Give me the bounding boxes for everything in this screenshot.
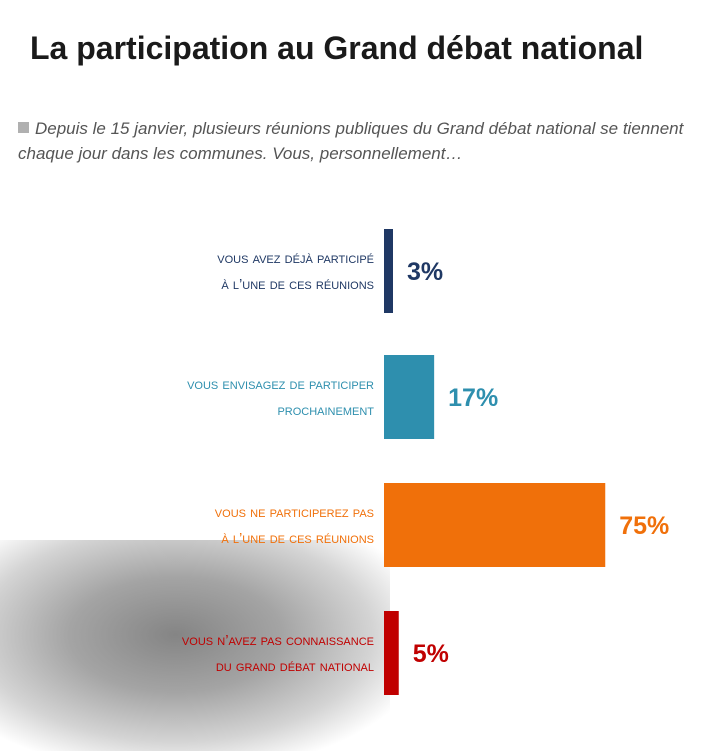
value-label-2: 17% — [448, 384, 498, 412]
category-label-3-line-2: à l’une de ces réunions — [221, 530, 374, 547]
bar-4 — [384, 611, 399, 695]
crowd-background-photo — [0, 540, 390, 751]
category-label-3-line-1: Vous ne participerez pas — [215, 504, 374, 521]
bar-3 — [384, 483, 606, 567]
value-label-4: 5% — [413, 640, 449, 668]
category-label-4-line-1: Vous n’avez pas connaissance — [182, 632, 374, 649]
category-label-1-line-2: à l’une de ces réunions — [221, 276, 374, 293]
category-label-2-line-2: prochainement — [277, 402, 374, 419]
bullet-icon — [18, 122, 29, 133]
chart-subtitle: Depuis le 15 janvier, plusieurs réunions… — [18, 116, 708, 166]
bar-2 — [384, 355, 435, 439]
category-label-1-line-1: Vous avez déjà participé — [217, 250, 374, 267]
bar-1 — [384, 229, 393, 313]
category-label-2-line-1: Vous envisagez de participer — [187, 376, 374, 393]
value-label-1: 3% — [407, 258, 443, 286]
chart-title: La participation au Grand débat national — [30, 30, 644, 66]
category-label-4-line-2: du Grand débat national — [216, 658, 374, 675]
value-label-3: 75% — [619, 512, 669, 540]
subtitle-text: Depuis le 15 janvier, plusieurs réunions… — [18, 119, 684, 163]
